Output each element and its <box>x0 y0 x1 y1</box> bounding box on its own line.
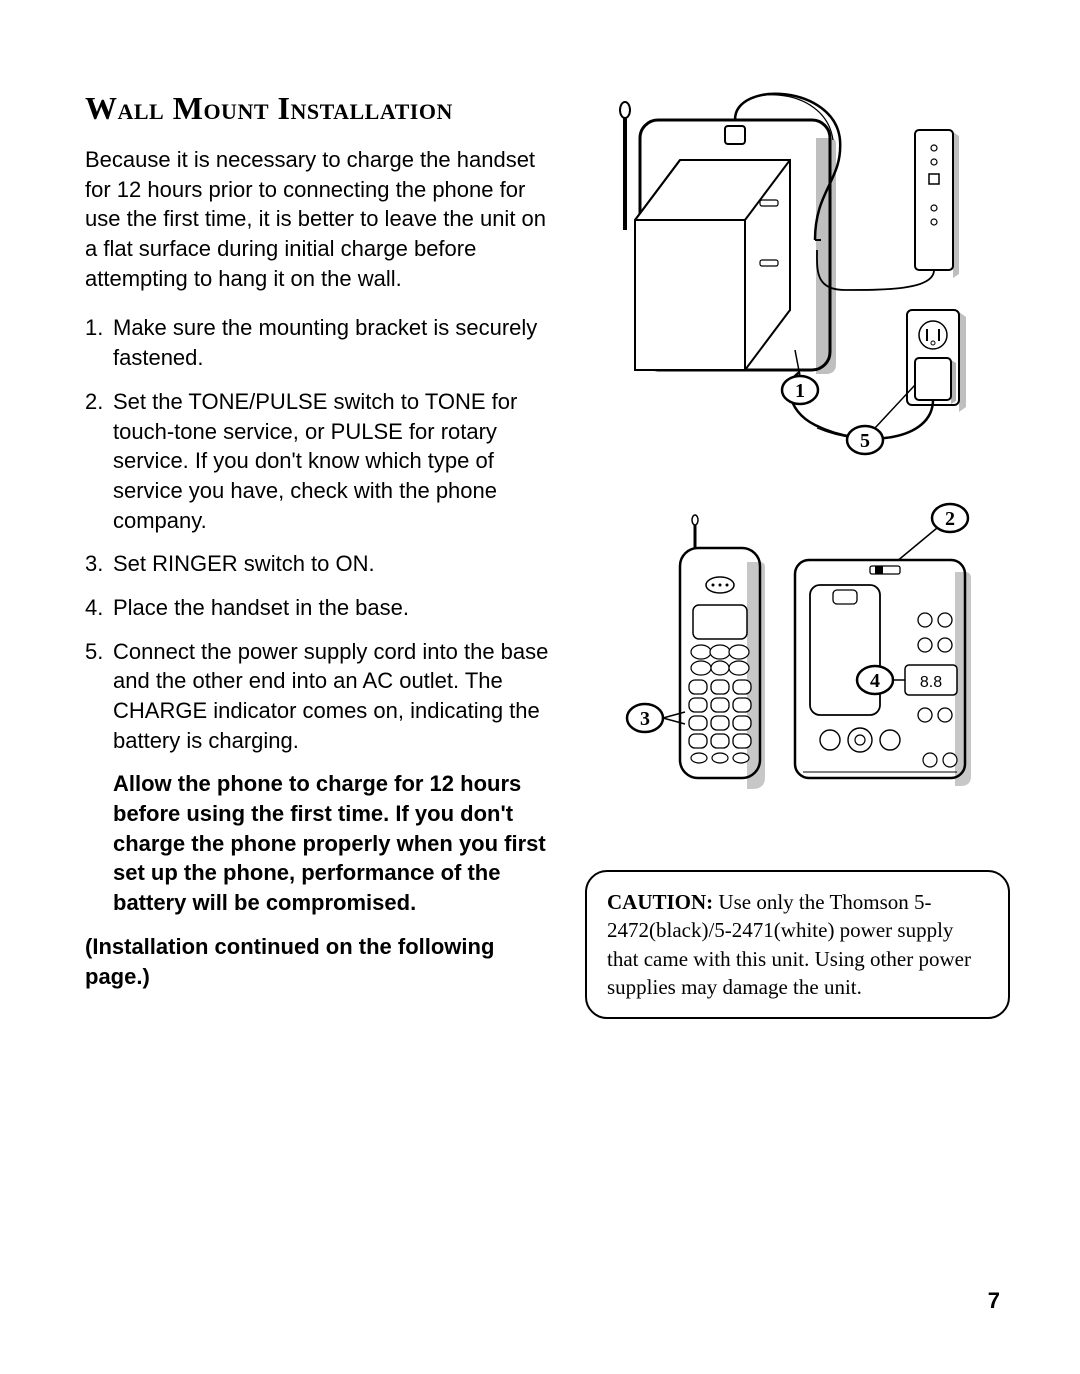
callout-4: 4 <box>870 670 880 692</box>
step-4: Place the handset in the base. <box>85 593 555 623</box>
callout-3: 3 <box>640 708 650 730</box>
caution-box: CAUTION: Use only the Thomson 5-2472(bla… <box>585 870 1010 1019</box>
steps-list: Make sure the mounting bracket is secure… <box>85 313 555 755</box>
svg-text:8.8: 8.8 <box>920 674 942 691</box>
callout-2: 2 <box>945 508 955 530</box>
caution-label: CAUTION: <box>607 890 713 914</box>
illustration-wall-mount: 1 5 <box>585 90 1010 460</box>
illustration-handset-base: 2 <box>585 490 1010 810</box>
intro-paragraph: Because it is necessary to charge the ha… <box>85 145 555 293</box>
step-2: Set the TONE/PULSE switch to TONE for to… <box>85 387 555 535</box>
callout-1: 1 <box>795 380 805 402</box>
step-3: Set RINGER switch to ON. <box>85 549 555 579</box>
step-5: Connect the power supply cord into the b… <box>85 637 555 756</box>
page-number: 7 <box>988 1288 1000 1314</box>
continued-note: (Installation continued on the following… <box>85 932 555 991</box>
callout-5: 5 <box>860 430 870 452</box>
charge-note: Allow the phone to charge for 12 hours b… <box>85 769 555 917</box>
step-1: Make sure the mounting bracket is secure… <box>85 313 555 372</box>
page-title: Wall Mount Installation <box>85 90 555 127</box>
